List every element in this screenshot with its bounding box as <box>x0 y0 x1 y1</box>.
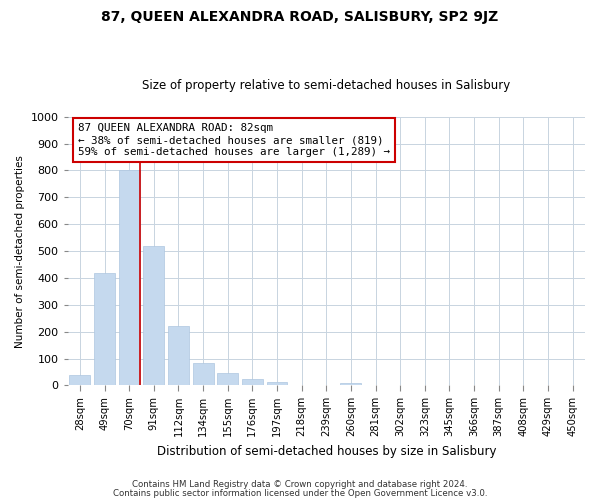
Y-axis label: Number of semi-detached properties: Number of semi-detached properties <box>15 154 25 348</box>
Text: Contains public sector information licensed under the Open Government Licence v3: Contains public sector information licen… <box>113 490 487 498</box>
Bar <box>242 380 263 386</box>
Bar <box>217 374 238 386</box>
Bar <box>168 326 189 386</box>
Title: Size of property relative to semi-detached houses in Salisbury: Size of property relative to semi-detach… <box>142 79 511 92</box>
Bar <box>143 246 164 386</box>
X-axis label: Distribution of semi-detached houses by size in Salisbury: Distribution of semi-detached houses by … <box>157 444 496 458</box>
Bar <box>266 382 287 386</box>
Text: 87 QUEEN ALEXANDRA ROAD: 82sqm
← 38% of semi-detached houses are smaller (819)
5: 87 QUEEN ALEXANDRA ROAD: 82sqm ← 38% of … <box>78 124 390 156</box>
Bar <box>193 364 214 386</box>
Bar <box>340 384 361 386</box>
Text: Contains HM Land Registry data © Crown copyright and database right 2024.: Contains HM Land Registry data © Crown c… <box>132 480 468 489</box>
Bar <box>94 272 115 386</box>
Bar <box>119 170 140 386</box>
Bar <box>70 374 91 386</box>
Text: 87, QUEEN ALEXANDRA ROAD, SALISBURY, SP2 9JZ: 87, QUEEN ALEXANDRA ROAD, SALISBURY, SP2… <box>101 10 499 24</box>
